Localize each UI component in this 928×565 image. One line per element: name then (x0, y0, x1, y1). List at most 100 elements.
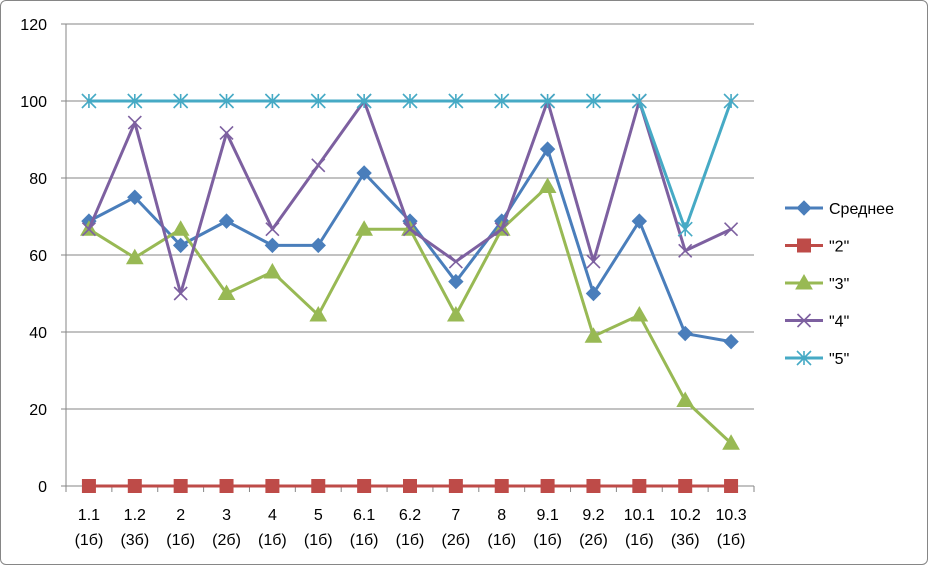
data-point (586, 254, 601, 269)
data-point (173, 93, 189, 109)
y-tick-label: 40 (29, 325, 47, 342)
data-point (127, 115, 142, 130)
y-tick-label: 100 (20, 94, 47, 111)
y-tick-label: 80 (29, 171, 47, 188)
legend-label: "5" (829, 351, 849, 368)
x-tick-labels: 1.1 (1б) 1.2 (3б) 2 (1б) 3 (2б) 4 (1б) 5 (1б) 6.1 (1б… (75, 507, 747, 549)
data-point (631, 213, 648, 229)
data-point (173, 479, 188, 493)
data-point (402, 222, 418, 237)
data-point (494, 479, 509, 493)
y-tick-labels: 0 20 40 60 80 100 120 (20, 17, 47, 496)
x-tick-label: 1.1 (78, 507, 100, 524)
data-point (494, 222, 509, 237)
data-point (722, 434, 740, 450)
data-point (81, 93, 97, 109)
data-point (263, 262, 282, 279)
y-tick-label: 120 (20, 17, 47, 34)
x-tick-label: (1б) (258, 532, 287, 549)
data-point (356, 165, 372, 181)
data-point (311, 158, 326, 173)
data-point (81, 479, 96, 493)
data-point (264, 93, 280, 109)
data-point (585, 285, 602, 302)
series-line (87, 99, 732, 295)
x-tick-label: (2б) (442, 532, 471, 549)
plot-area (80, 93, 740, 493)
x-tick-label: 10.3 (715, 507, 746, 524)
legend-item: Среднее (785, 200, 894, 218)
x-tick-label: 7 (451, 507, 460, 524)
data-point (219, 479, 234, 493)
data-point (356, 93, 372, 109)
data-point (677, 221, 693, 237)
x-tick-label: (3б) (120, 532, 149, 549)
legend-marker (796, 350, 812, 366)
axes (61, 23, 755, 492)
y-tick-label: 20 (29, 402, 47, 419)
data-point (538, 177, 557, 193)
legend-label: "4" (829, 314, 849, 331)
data-point (447, 306, 465, 322)
x-tick-label: 5 (314, 507, 323, 524)
x-tick-label: (1б) (717, 532, 746, 549)
data-point (584, 327, 603, 343)
data-point (309, 306, 328, 322)
x-tick-label: (2б) (579, 532, 608, 549)
data-point (585, 93, 602, 109)
x-tick-label: 9.1 (536, 507, 558, 524)
data-point (127, 93, 143, 109)
data-point (173, 286, 188, 301)
x-tick-label: (1б) (396, 532, 425, 549)
series-3 (81, 93, 739, 301)
data-point (724, 479, 739, 493)
legend-item: "5" (785, 350, 849, 368)
data-point (265, 479, 280, 493)
data-point (310, 237, 326, 254)
data-point (540, 479, 555, 493)
data-point (724, 222, 739, 237)
data-point (218, 93, 235, 109)
x-tick-label: 6.2 (399, 507, 421, 524)
data-point (125, 248, 144, 265)
data-point (311, 479, 326, 493)
data-point (448, 254, 463, 269)
data-point (127, 189, 143, 205)
legend-marker (797, 238, 811, 253)
legend-marker (795, 273, 813, 290)
data-point (219, 125, 234, 141)
data-point (677, 325, 693, 342)
y-tick-label: 0 (38, 479, 47, 496)
legend-label: "3" (829, 276, 849, 293)
series-1 (81, 479, 739, 493)
data-point (448, 479, 463, 493)
data-point (265, 222, 280, 237)
legend-item: "2" (785, 238, 849, 256)
x-tick-label: (1б) (625, 532, 654, 549)
x-tick-label: (1б) (166, 532, 195, 549)
x-tick-label: (2б) (212, 532, 241, 549)
data-point (357, 479, 372, 493)
data-point (403, 479, 417, 493)
data-point (632, 479, 647, 493)
data-point (127, 479, 142, 493)
data-point (678, 479, 693, 493)
data-point (171, 220, 190, 236)
legend-label: Среднее (829, 201, 894, 218)
data-point (630, 306, 649, 322)
data-point (264, 237, 281, 254)
x-tick-label: (1б) (487, 532, 516, 549)
data-point (631, 93, 647, 109)
data-point (723, 93, 739, 109)
x-tick-label: 10.2 (670, 507, 701, 524)
data-point (218, 213, 235, 229)
data-point (448, 93, 464, 109)
x-tick-label: 3 (222, 507, 231, 524)
x-tick-label: 10.1 (624, 507, 655, 524)
data-point (676, 391, 695, 408)
data-point (310, 93, 326, 109)
legend-item: "4" (785, 313, 849, 331)
legend: Среднее "2" "3" "4" "5" (785, 200, 894, 368)
